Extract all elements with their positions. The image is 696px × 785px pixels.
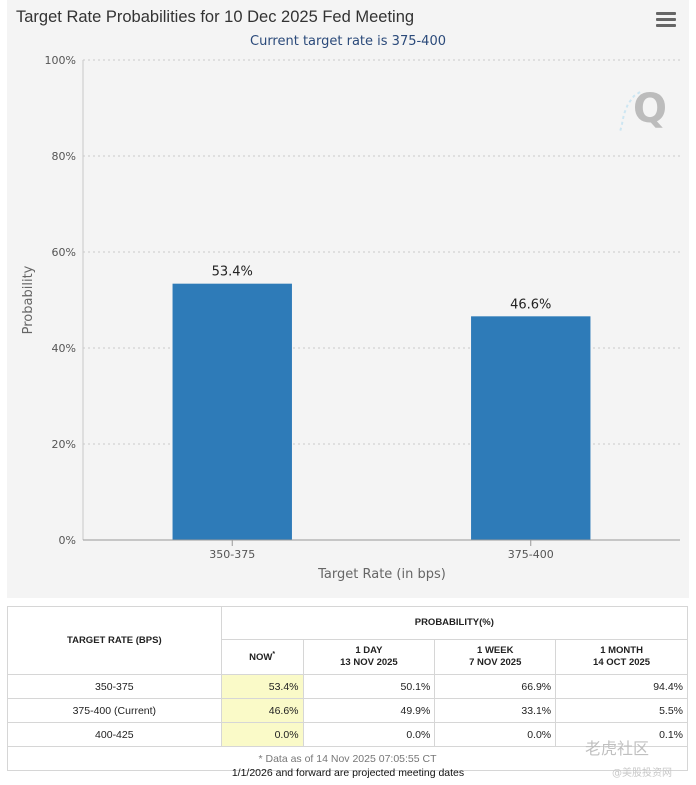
y-axis-title: Probability [21,265,36,334]
bar-375-400[interactable] [471,316,591,540]
logo-q-icon: Q [633,86,667,132]
probability-header: PROBABILITY(%) [220,606,689,640]
rate-cell: 400-425 [7,722,222,747]
x-tick-label: 375-400 [508,548,554,561]
y-tick-label: 80% [52,150,76,163]
now-cell: 46.6% [220,698,304,723]
table-row: 375-400 (Current) 46.6% 49.9% 33.1% 5.5% [7,698,688,723]
rate-cell: 375-400 (Current) [7,698,222,723]
y-tick-label: 20% [52,438,76,451]
watermark-text: 老虎社区 [585,739,650,758]
day-cell: 0.0% [302,722,436,747]
menu-icon[interactable] [656,12,676,30]
y-tick-label: 60% [52,246,76,259]
month-cell: 5.5% [555,698,688,723]
day-cell: 49.9% [302,698,436,723]
day-cell: 50.1% [302,674,436,699]
chart-subtitle: Current target rate is 375-400 [250,34,446,49]
logo-mark: Q [619,86,667,133]
chart-title: Target Rate Probabilities for 10 Dec 202… [16,8,415,26]
data-timestamp-footnote: * Data as of 14 Nov 2025 07:05:55 CT [7,746,688,771]
col-1month-header: 1 MONTH 14 OCT 2025 [555,639,688,675]
col-now-header: NOW* [220,639,304,675]
data-label: 46.6% [510,297,551,312]
col-1day-header: 1 DAY 13 NOV 2025 [302,639,436,675]
y-tick-label: 100% [45,54,76,67]
table-row: 400-425 0.0% 0.0% 0.0% 0.1% [7,722,688,747]
y-tick-label: 40% [52,342,76,355]
week-cell: 0.0% [434,722,557,747]
rate-cell: 350-375 [7,674,222,699]
probability-table-wrapper: TARGET RATE (BPS) PROBABILITY(%) NOW* 1 … [7,606,689,771]
probability-table: TARGET RATE (BPS) PROBABILITY(%) NOW* 1 … [7,606,689,771]
bars: 53.4% 350-375 46.6% 375-400 [172,265,591,561]
bar-chart: 0% 20% 40% 60% 80% 100% 53.4% 350-375 46.6% 375-… [21,54,680,582]
watermark-subtext: @美股投资网 [612,768,672,779]
now-cell: 0.0% [220,722,304,747]
x-axis-title: Target Rate (in bps) [317,567,446,582]
gridlines: 0% 20% 40% 60% 80% 100% [45,54,680,547]
projected-dates-note: 1/1/2026 and forward are projected meeti… [231,767,465,779]
data-label: 53.4% [212,265,253,280]
bar-350-375[interactable] [172,283,292,540]
col-1week-header: 1 WEEK 7 NOV 2025 [434,639,557,675]
x-tick-label: 350-375 [209,548,255,561]
y-tick-label: 0% [59,534,76,547]
week-cell: 33.1% [434,698,557,723]
now-cell: 53.4% [220,674,304,699]
month-cell: 94.4% [555,674,688,699]
rate-column-header: TARGET RATE (BPS) [7,606,222,675]
week-cell: 66.9% [434,674,557,699]
table-row: 350-375 53.4% 50.1% 66.9% 94.4% [7,674,688,699]
